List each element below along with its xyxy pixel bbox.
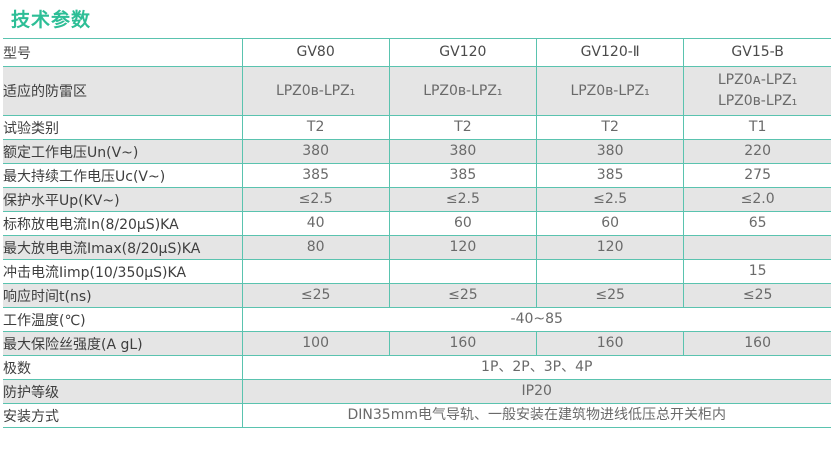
value-cell: LPZ0ʙ-LPZ₁ — [388, 66, 538, 116]
row-label-cell: 适应的防雷区 — [3, 66, 243, 116]
model-column-header: GV120 — [388, 38, 538, 67]
table-row: 最大持续工作电压Uc(V~) 385 385 385 275 — [3, 163, 831, 188]
value-cell: 160 — [535, 331, 685, 356]
value-cell: 275 — [683, 163, 831, 188]
value-cell: 60 — [388, 211, 538, 236]
value-cell: 80 — [241, 235, 390, 260]
page-title: 技术参数 — [11, 9, 92, 31]
value-cell — [683, 235, 831, 260]
value-cell: ≤2.5 — [388, 187, 538, 212]
spec-table: 型号 GV80 GV120 GV120-Ⅱ GV15-B 适应的防雷区 LPZ0ʙ-LPZ… — [3, 38, 831, 428]
table-row: 冲击电流Iimp(10/350μS)KA 15 — [3, 259, 831, 284]
value-cell: LPZ0ʙ-LPZ₁ — [535, 66, 685, 116]
model-column-header: GV15-B — [683, 38, 831, 67]
table-row: 安装方式 DIN35mm电气导轨、一般安装在建筑物进线低压总开关柜内 — [3, 403, 831, 428]
table-row: 试验类别 T2 T2 T2 T1 — [3, 115, 831, 140]
table-row: 最大保险丝强度(A gL) 100 160 160 160 — [3, 331, 831, 356]
row-label-cell: 最大持续工作电压Uc(V~) — [3, 163, 243, 188]
value-cell: 385 — [388, 163, 538, 188]
model-label-cell: 型号 — [3, 38, 243, 67]
model-column-header: GV80 — [241, 38, 390, 67]
row-label-cell: 冲击电流Iimp(10/350μS)KA — [3, 259, 243, 284]
row-label-cell: 安装方式 — [3, 403, 243, 428]
table-row: 极数 1P、2P、3P、4P — [3, 355, 831, 380]
value-cell: 380 — [241, 139, 390, 164]
row-label-cell: 保护水平Up(KV~) — [3, 187, 243, 212]
spec-table-head: 型号 GV80 GV120 GV120-Ⅱ GV15-B — [3, 38, 831, 67]
value-cell: ≤25 — [683, 283, 831, 308]
table-row: 工作温度(℃) -40~85 — [3, 307, 831, 332]
table-row: 防护等级 IP20 — [3, 379, 831, 404]
table-row: 标称放电电流In(8/20μS)KA 40 60 60 65 — [3, 211, 831, 236]
row-label-cell: 极数 — [3, 355, 243, 380]
row-label-cell: 防护等级 — [3, 379, 243, 404]
value-cell: 160 — [683, 331, 831, 356]
row-label-cell: 额定工作电压Un(V~) — [3, 139, 243, 164]
row-label-cell: 试验类别 — [3, 115, 243, 140]
value-cell: ≤25 — [241, 283, 390, 308]
table-row: 响应时间t(ns) ≤25 ≤25 ≤25 ≤25 — [3, 283, 831, 308]
value-cell — [241, 259, 390, 284]
value-cell: 160 — [388, 331, 538, 356]
table-row: 保护水平Up(KV~) ≤2.5 ≤2.5 ≤2.5 ≤2.0 — [3, 187, 831, 212]
table-row: 适应的防雷区 LPZ0ʙ-LPZ₁ LPZ0ʙ-LPZ₁ LPZ0ʙ-LPZ₁ LPZ0… — [3, 66, 831, 116]
spanned-value-cell: IP20 — [241, 379, 831, 404]
value-cell: LPZ0ʙ-LPZ₁ — [241, 66, 390, 116]
spanned-value-cell: DIN35mm电气导轨、一般安装在建筑物进线低压总开关柜内 — [241, 403, 831, 428]
row-label-cell: 工作温度(℃) — [3, 307, 243, 332]
spanned-value-cell: 1P、2P、3P、4P — [241, 355, 831, 380]
value-cell: 380 — [388, 139, 538, 164]
value-cell: T1 — [683, 115, 831, 140]
value-cell: 220 — [683, 139, 831, 164]
row-label-cell: 最大保险丝强度(A gL) — [3, 331, 243, 356]
row-label-cell: 响应时间t(ns) — [3, 283, 243, 308]
header-row: 型号 GV80 GV120 GV120-Ⅱ GV15-B — [3, 38, 831, 67]
value-cell — [535, 259, 685, 284]
value-cell: ≤2.0 — [683, 187, 831, 212]
row-label-cell: 最大放电电流Imax(8/20μS)KA — [3, 235, 243, 260]
value-cell: 120 — [535, 235, 685, 260]
value-cell: ≤2.5 — [535, 187, 685, 212]
value-cell: 65 — [683, 211, 831, 236]
table-row: 最大放电电流Imax(8/20μS)KA 80 120 120 — [3, 235, 831, 260]
page: { "page_title": "技术参数", "colors": { "acc… — [0, 9, 833, 459]
value-cell: 380 — [535, 139, 685, 164]
value-cell: T2 — [388, 115, 538, 140]
value-cell: 15 — [683, 259, 831, 284]
value-cell — [388, 259, 538, 284]
value-cell: 120 — [388, 235, 538, 260]
value-cell: 100 — [241, 331, 390, 356]
model-column-header: GV120-Ⅱ — [535, 38, 685, 67]
value-cell: ≤25 — [388, 283, 538, 308]
row-label-cell: 标称放电电流In(8/20μS)KA — [3, 211, 243, 236]
value-cell: 385 — [535, 163, 685, 188]
table-row: 额定工作电压Un(V~) 380 380 380 220 — [3, 139, 831, 164]
value-cell: T2 — [241, 115, 390, 140]
value-cell: ≤2.5 — [241, 187, 390, 212]
value-cell: 385 — [241, 163, 390, 188]
value-cell: 60 — [535, 211, 685, 236]
value-cell: LPZ0ᴀ-LPZ₁ LPZ0ʙ-LPZ₁ — [683, 66, 831, 116]
value-cell: 40 — [241, 211, 390, 236]
spanned-value-cell: -40~85 — [241, 307, 831, 332]
value-cell: ≤25 — [535, 283, 685, 308]
value-cell: T2 — [535, 115, 685, 140]
spec-table-body: 适应的防雷区 LPZ0ʙ-LPZ₁ LPZ0ʙ-LPZ₁ LPZ0ʙ-LPZ₁ LPZ0… — [3, 66, 831, 428]
